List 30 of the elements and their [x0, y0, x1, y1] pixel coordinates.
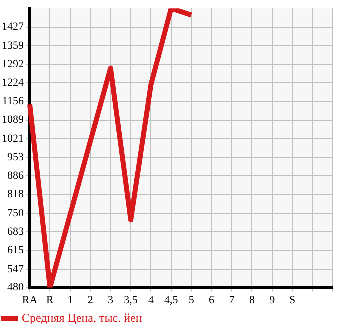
y-tick-label: 953: [8, 152, 24, 164]
x-tick-label: RA: [22, 294, 38, 306]
y-tick-label: 750: [8, 207, 24, 220]
legend-label: Средняя Цена, тыс. йен: [22, 311, 143, 326]
y-tick-label: 1089: [2, 114, 24, 126]
x-tick-label: 5: [188, 294, 195, 306]
y-tick-label: 1156: [2, 96, 24, 108]
x-tick-label: 3,5: [124, 294, 138, 306]
y-tick-label: 818: [8, 188, 24, 201]
y-tick-label: 547: [8, 263, 24, 276]
y-tick-label: 615: [8, 244, 24, 257]
y-tick-label: 1021: [2, 132, 24, 145]
x-tick-label: 4: [148, 294, 154, 306]
y-tick-label: 1359: [2, 40, 24, 52]
x-tick-label: R: [46, 294, 55, 306]
x-tick-label: 4,5: [164, 294, 179, 306]
x-tick-label: S: [290, 294, 296, 306]
x-tick-label: 3: [108, 294, 114, 306]
y-tick-label: 1427: [2, 21, 24, 34]
y-tick-label: 1224: [2, 77, 24, 90]
y-tick-label: 480: [8, 282, 24, 294]
x-tick-label: 1: [68, 294, 74, 306]
y-tick-label: 1292: [2, 58, 24, 70]
x-tick-label: 2: [88, 294, 94, 306]
y-tick-label: 886: [8, 170, 24, 182]
y-tick-label: 683: [8, 226, 24, 238]
x-tick-label: 6: [209, 294, 216, 306]
x-tick-label: 7: [229, 294, 236, 306]
x-tick-label: 9: [270, 294, 276, 306]
x-tick-label: 8: [249, 294, 256, 306]
